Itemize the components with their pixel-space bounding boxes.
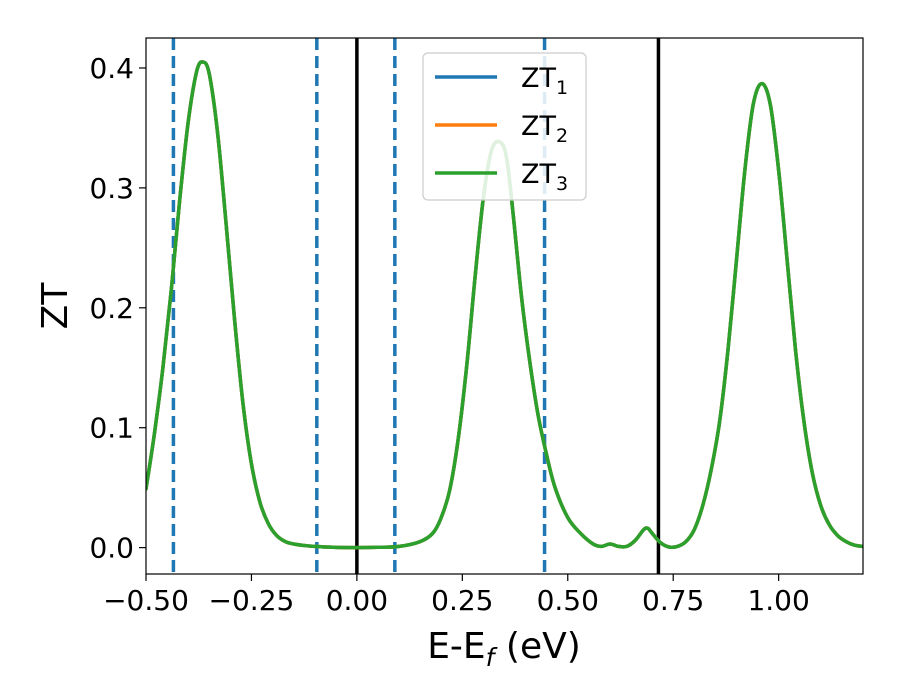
x-tick-label: −0.50	[103, 584, 189, 617]
x-tick-label: 0.50	[537, 584, 599, 617]
legend-entries: ZT1 ZT2 ZT3	[435, 63, 568, 195]
x-axis-title: E-Ef (eV)	[427, 626, 581, 672]
x-tick-label: −0.25	[209, 584, 295, 617]
y-axis-title: ZT	[35, 282, 76, 330]
y-tick-label: 0.2	[89, 292, 134, 325]
vertical-reference-lines	[171, 38, 661, 574]
legend: ZT1 ZT2 ZT3	[422, 52, 587, 201]
series-line-zt3	[146, 60, 863, 550]
x-tick-label: 0.75	[642, 584, 704, 617]
y-tick-label: 0.0	[89, 532, 134, 565]
x-axis-title-unit: (eV)	[494, 626, 580, 667]
series-lines	[146, 60, 863, 550]
y-tick-label: 0.1	[89, 412, 134, 445]
x-axis-ticks: −0.50 −0.25 0.00 0.25 0.50 0.75 1.00	[103, 574, 810, 617]
legend-label-zt3: ZT3	[521, 159, 568, 195]
x-axis-title-main: E-E	[427, 626, 485, 667]
plot-frame	[145, 37, 864, 575]
y-tick-label: 0.4	[89, 52, 134, 85]
y-tick-label: 0.3	[89, 172, 134, 205]
legend-box	[422, 52, 587, 201]
legend-label-zt1: ZT1	[521, 63, 568, 99]
y-axis-ticks: 0.0 0.1 0.2 0.3 0.4	[89, 52, 146, 565]
x-tick-label: 1.00	[747, 584, 809, 617]
legend-label-zt2: ZT2	[521, 111, 568, 147]
x-tick-label: 0.00	[326, 584, 388, 617]
x-tick-label: 0.25	[431, 584, 493, 617]
